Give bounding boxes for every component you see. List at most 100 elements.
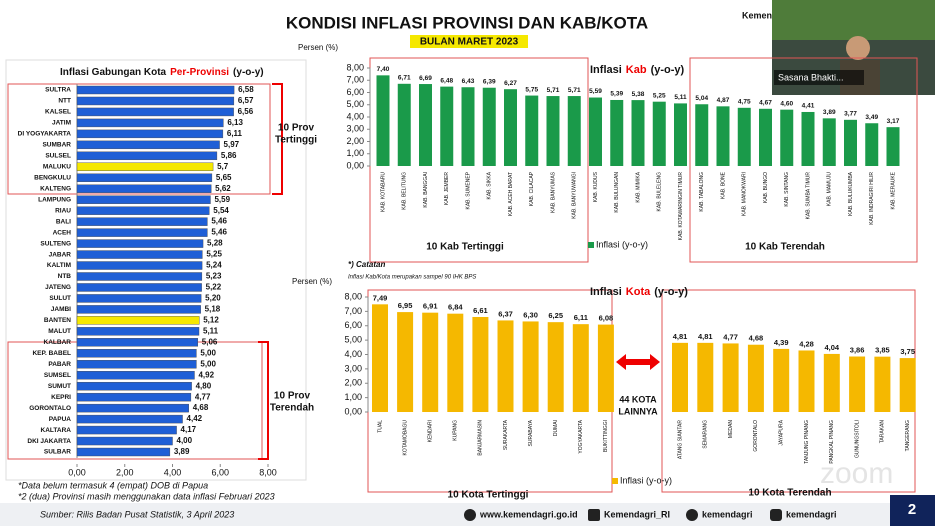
value-label: 4,80 — [196, 381, 212, 390]
bar — [76, 272, 203, 281]
x-tick-label: KAB. BANGGAI — [423, 172, 429, 208]
x-tick-label: KAB. BANYUWANGI — [572, 172, 578, 219]
value-label: 5,86 — [221, 151, 237, 160]
y-tick-label: 6,00 — [344, 320, 362, 330]
value-label: 4,92 — [198, 370, 214, 379]
bar — [447, 313, 464, 412]
value-label: 3,75 — [900, 347, 915, 356]
value-label: 3,17 — [887, 118, 900, 125]
y-tick-label: KALTARA — [41, 427, 72, 434]
value-label: 6,43 — [462, 78, 475, 85]
value-label: 5,00 — [200, 348, 216, 357]
y-tick-label: ACEH — [53, 229, 72, 236]
group-label: Terendah — [270, 403, 314, 414]
value-label: 5,25 — [206, 250, 222, 259]
title-part: Inflasi — [590, 286, 622, 298]
chart-title: Inflasi Kota (y-o-y) — [590, 286, 688, 298]
slide-title: KONDISI INFLASI PROVINSI DAN KAB/KOTA — [286, 13, 648, 32]
y-tick-label: KALBAR — [44, 339, 72, 346]
value-label: 6,39 — [483, 78, 496, 85]
value-label: 5,20 — [205, 294, 221, 303]
value-label: 4,77 — [195, 392, 211, 401]
y-tick-label: JABAR — [49, 251, 72, 258]
x-tick-label: KAB. MIMIKA — [635, 171, 641, 202]
bar — [472, 316, 489, 412]
bar — [461, 87, 475, 166]
value-label: 5,11 — [674, 94, 687, 101]
bar — [76, 195, 211, 204]
title-part: (y-o-y) — [651, 64, 685, 76]
y-tick-label: MALUT — [48, 328, 71, 335]
bar — [372, 304, 388, 412]
value-label: 4,81 — [673, 332, 688, 341]
y-tick-label: SULSEL — [45, 153, 71, 160]
value-label: 4,39 — [774, 338, 789, 347]
x-tick-label: GORONTALO — [753, 420, 759, 452]
y-tick-label: 0,00 — [344, 406, 362, 416]
y-tick-label: 6,00 — [346, 87, 364, 97]
value-label: 4,28 — [799, 339, 814, 348]
x-tick-label: KAB. BELITUNG — [402, 172, 408, 210]
x-tick-label: SURABAYA — [528, 419, 534, 446]
value-label: 5,39 — [610, 91, 623, 98]
y-tick-label: SULTENG — [40, 240, 71, 247]
y-tick-label: KEPRI — [51, 394, 71, 401]
y-tick-label: 1,00 — [344, 392, 362, 402]
bar — [76, 316, 200, 325]
bar — [76, 294, 202, 303]
y-tick-label: 2,00 — [344, 378, 362, 388]
bar — [76, 140, 220, 150]
bar — [722, 343, 739, 412]
bar — [440, 86, 454, 166]
value-label: 5,62 — [215, 184, 231, 193]
bar — [865, 123, 879, 166]
y-tick-label: JAMBI — [51, 306, 71, 313]
x-tick-label: BANJARMASIN — [478, 420, 484, 456]
left-panel — [5, 59, 307, 481]
top-prov-frame — [7, 83, 271, 195]
y-tick-label: 4,00 — [344, 349, 362, 359]
x-tick-label: TANJUNG PINANG — [804, 420, 810, 464]
group-label: Tertinggi — [275, 135, 317, 146]
value-label: 4,60 — [780, 100, 793, 107]
bar — [76, 447, 171, 457]
value-label: 5,00 — [200, 359, 216, 368]
value-label: 5,04 — [695, 95, 708, 102]
subtitle-bg — [410, 35, 528, 48]
value-label: 5,65 — [216, 173, 232, 182]
x-tick-label: KAB. KOTAWARINGIN TIMUR — [678, 172, 684, 241]
title-part: (y-o-y) — [654, 286, 688, 298]
y-tick-label: SUMSEL — [44, 372, 71, 379]
bar — [76, 239, 204, 248]
y-tick-label: SUMUT — [48, 383, 71, 390]
axis-title: Persen (%) — [298, 43, 338, 52]
x-tick-label: KAB. BUNGO — [763, 172, 769, 203]
bar — [76, 436, 173, 446]
y-tick-label: LAMPUNG — [38, 196, 71, 203]
double-arrow — [616, 354, 660, 370]
x-tick-label: KAB. ACEH BARAT — [508, 172, 514, 216]
group-label: 10 Kab Tertinggi — [426, 242, 504, 253]
fb-icon — [588, 509, 600, 521]
title-part: Per-Provinsi — [170, 67, 229, 78]
bar — [798, 350, 815, 412]
bar — [76, 151, 218, 161]
x-tick-label: BUKITTINGGI — [603, 420, 609, 452]
axis-title: Persen (%) — [292, 277, 332, 286]
group-label: 10 Kab Terendah — [745, 242, 825, 253]
value-label: 4,68 — [749, 334, 764, 343]
value-label: 6,61 — [473, 306, 488, 315]
group-label: 10 Kota Tertinggi — [448, 490, 529, 501]
y-tick-label: GORONTALO — [29, 405, 71, 412]
video-label: Sasana Bhakti... — [778, 72, 844, 82]
y-tick-label: DKI JAKARTA — [27, 438, 71, 445]
x-tick-label: KAB. INDRAGIRI HILIR — [869, 172, 875, 225]
bar — [589, 97, 602, 166]
bar — [504, 89, 517, 166]
x-tick-label: KENDARI — [428, 420, 434, 442]
low-prov-bracket — [258, 341, 269, 460]
value-label: 4,42 — [187, 414, 203, 423]
x-tick-label: TARAKAN — [880, 420, 886, 444]
y-tick-label: SULUT — [49, 295, 71, 302]
